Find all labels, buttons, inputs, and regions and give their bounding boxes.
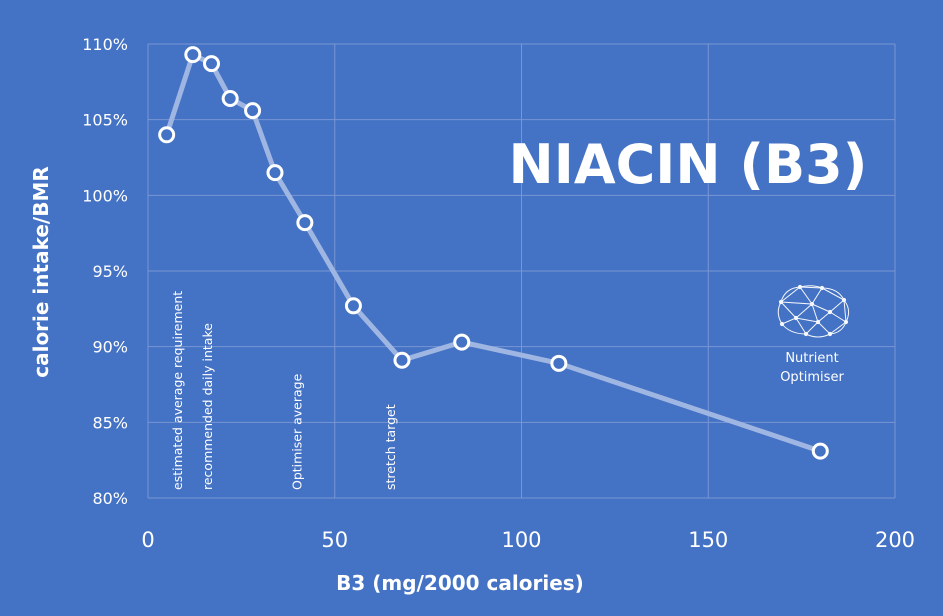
x-axis-title: B3 (mg/2000 calories) bbox=[336, 571, 584, 595]
grid-lines bbox=[147, 43, 896, 499]
data-point bbox=[296, 214, 314, 232]
y-axis-title: calorie intake/BMR bbox=[29, 166, 53, 378]
series-line bbox=[164, 52, 823, 454]
x-tick-label: 200 bbox=[875, 528, 915, 552]
brain-network-icon bbox=[777, 284, 850, 338]
y-tick-label: 100% bbox=[82, 186, 128, 205]
chart-title: NIACIN (B3) bbox=[509, 133, 868, 196]
y-tick-label: 80% bbox=[92, 489, 128, 508]
logo-line-1: Nutrient bbox=[785, 351, 838, 366]
x-tick-label: 150 bbox=[688, 528, 728, 552]
y-tick-label: 85% bbox=[92, 413, 128, 432]
y-tick-label: 105% bbox=[82, 111, 128, 130]
y-tick-label: 95% bbox=[92, 262, 128, 281]
data-point bbox=[221, 89, 239, 107]
x-axis-ticks: 0 50 100 150 200 bbox=[141, 528, 915, 552]
annotation-label: Optimiser average bbox=[289, 373, 304, 490]
y-tick-label: 90% bbox=[92, 338, 128, 357]
data-point bbox=[266, 164, 284, 182]
data-point bbox=[550, 354, 568, 372]
x-tick-label: 50 bbox=[321, 528, 348, 552]
x-tick-label: 0 bbox=[141, 528, 154, 552]
x-tick-label: 100 bbox=[501, 528, 541, 552]
y-axis-ticks: 80% 85% 90% 95% 100% 105% 110% bbox=[82, 35, 128, 508]
annotation-label: estimated average requirement bbox=[170, 291, 185, 490]
data-point bbox=[811, 442, 829, 460]
annotations: estimated average requirement recommended… bbox=[170, 291, 398, 490]
data-point bbox=[202, 55, 220, 73]
data-point bbox=[453, 333, 471, 351]
annotation-label: recommended daily intake bbox=[200, 323, 215, 490]
data-point bbox=[184, 46, 202, 64]
data-point bbox=[244, 102, 262, 120]
annotation-label: stretch target bbox=[383, 404, 398, 490]
y-tick-label: 110% bbox=[82, 35, 128, 54]
data-point bbox=[393, 351, 411, 369]
data-point bbox=[158, 126, 176, 144]
data-point bbox=[344, 297, 362, 315]
data-series bbox=[158, 46, 829, 460]
logo-line-2: Optimiser bbox=[780, 370, 844, 385]
nutrient-optimiser-logo: Nutrient Optimiser bbox=[777, 284, 850, 385]
